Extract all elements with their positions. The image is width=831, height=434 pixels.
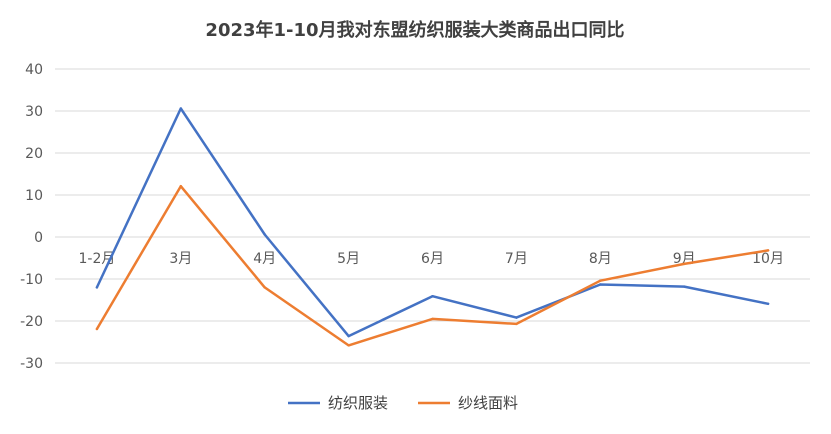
data-point [682, 285, 686, 288]
data-point [263, 233, 266, 236]
y-tick-label: -10 [20, 272, 43, 288]
y-tick-label: 20 [25, 146, 43, 162]
legend-label: 纱线面料 [458, 394, 518, 412]
data-point [95, 327, 99, 331]
data-point [179, 184, 183, 188]
x-tick-label: 3月 [169, 251, 192, 267]
data-point [515, 316, 518, 319]
x-tick-label: 6月 [421, 251, 444, 267]
x-axis-ticks: 1-2月 3月 4月 5月 6月 7月 8月 9月 10月 [79, 251, 784, 267]
x-tick-label: 7月 [505, 251, 528, 267]
y-tick-label: 30 [25, 104, 43, 120]
y-axis-ticks: 40 30 20 10 0 -10 -20 -30 [20, 62, 43, 372]
data-point [431, 295, 434, 298]
chart-title: 2023年1-10月我对东盟纺织服装大类商品出口同比 [205, 19, 624, 41]
data-point [347, 344, 350, 347]
legend-label: 纺织服装 [328, 394, 388, 412]
data-point [263, 286, 266, 289]
data-point [599, 279, 602, 282]
data-point [431, 317, 434, 321]
data-point [515, 322, 518, 326]
data-point [95, 286, 99, 289]
y-tick-label: 10 [25, 188, 43, 204]
x-tick-label: 8月 [589, 251, 612, 267]
legend: 纺织服装 纱线面料 [288, 394, 518, 412]
x-tick-label: 1-2月 [79, 251, 116, 267]
data-point [682, 262, 686, 266]
y-tick-label: 0 [34, 230, 43, 246]
x-tick-label: 4月 [253, 251, 276, 267]
series-lines [95, 107, 770, 347]
data-point [766, 249, 770, 252]
y-tick-label: -20 [20, 314, 43, 330]
x-tick-label: 10月 [752, 251, 784, 267]
data-point [347, 334, 350, 338]
y-tick-label: -30 [20, 356, 43, 372]
data-point [599, 283, 602, 286]
series-line-1 [95, 107, 770, 338]
y-tick-label: 40 [25, 62, 43, 78]
x-tick-label: 5月 [337, 251, 360, 267]
data-point [766, 302, 770, 305]
data-point [179, 107, 183, 110]
